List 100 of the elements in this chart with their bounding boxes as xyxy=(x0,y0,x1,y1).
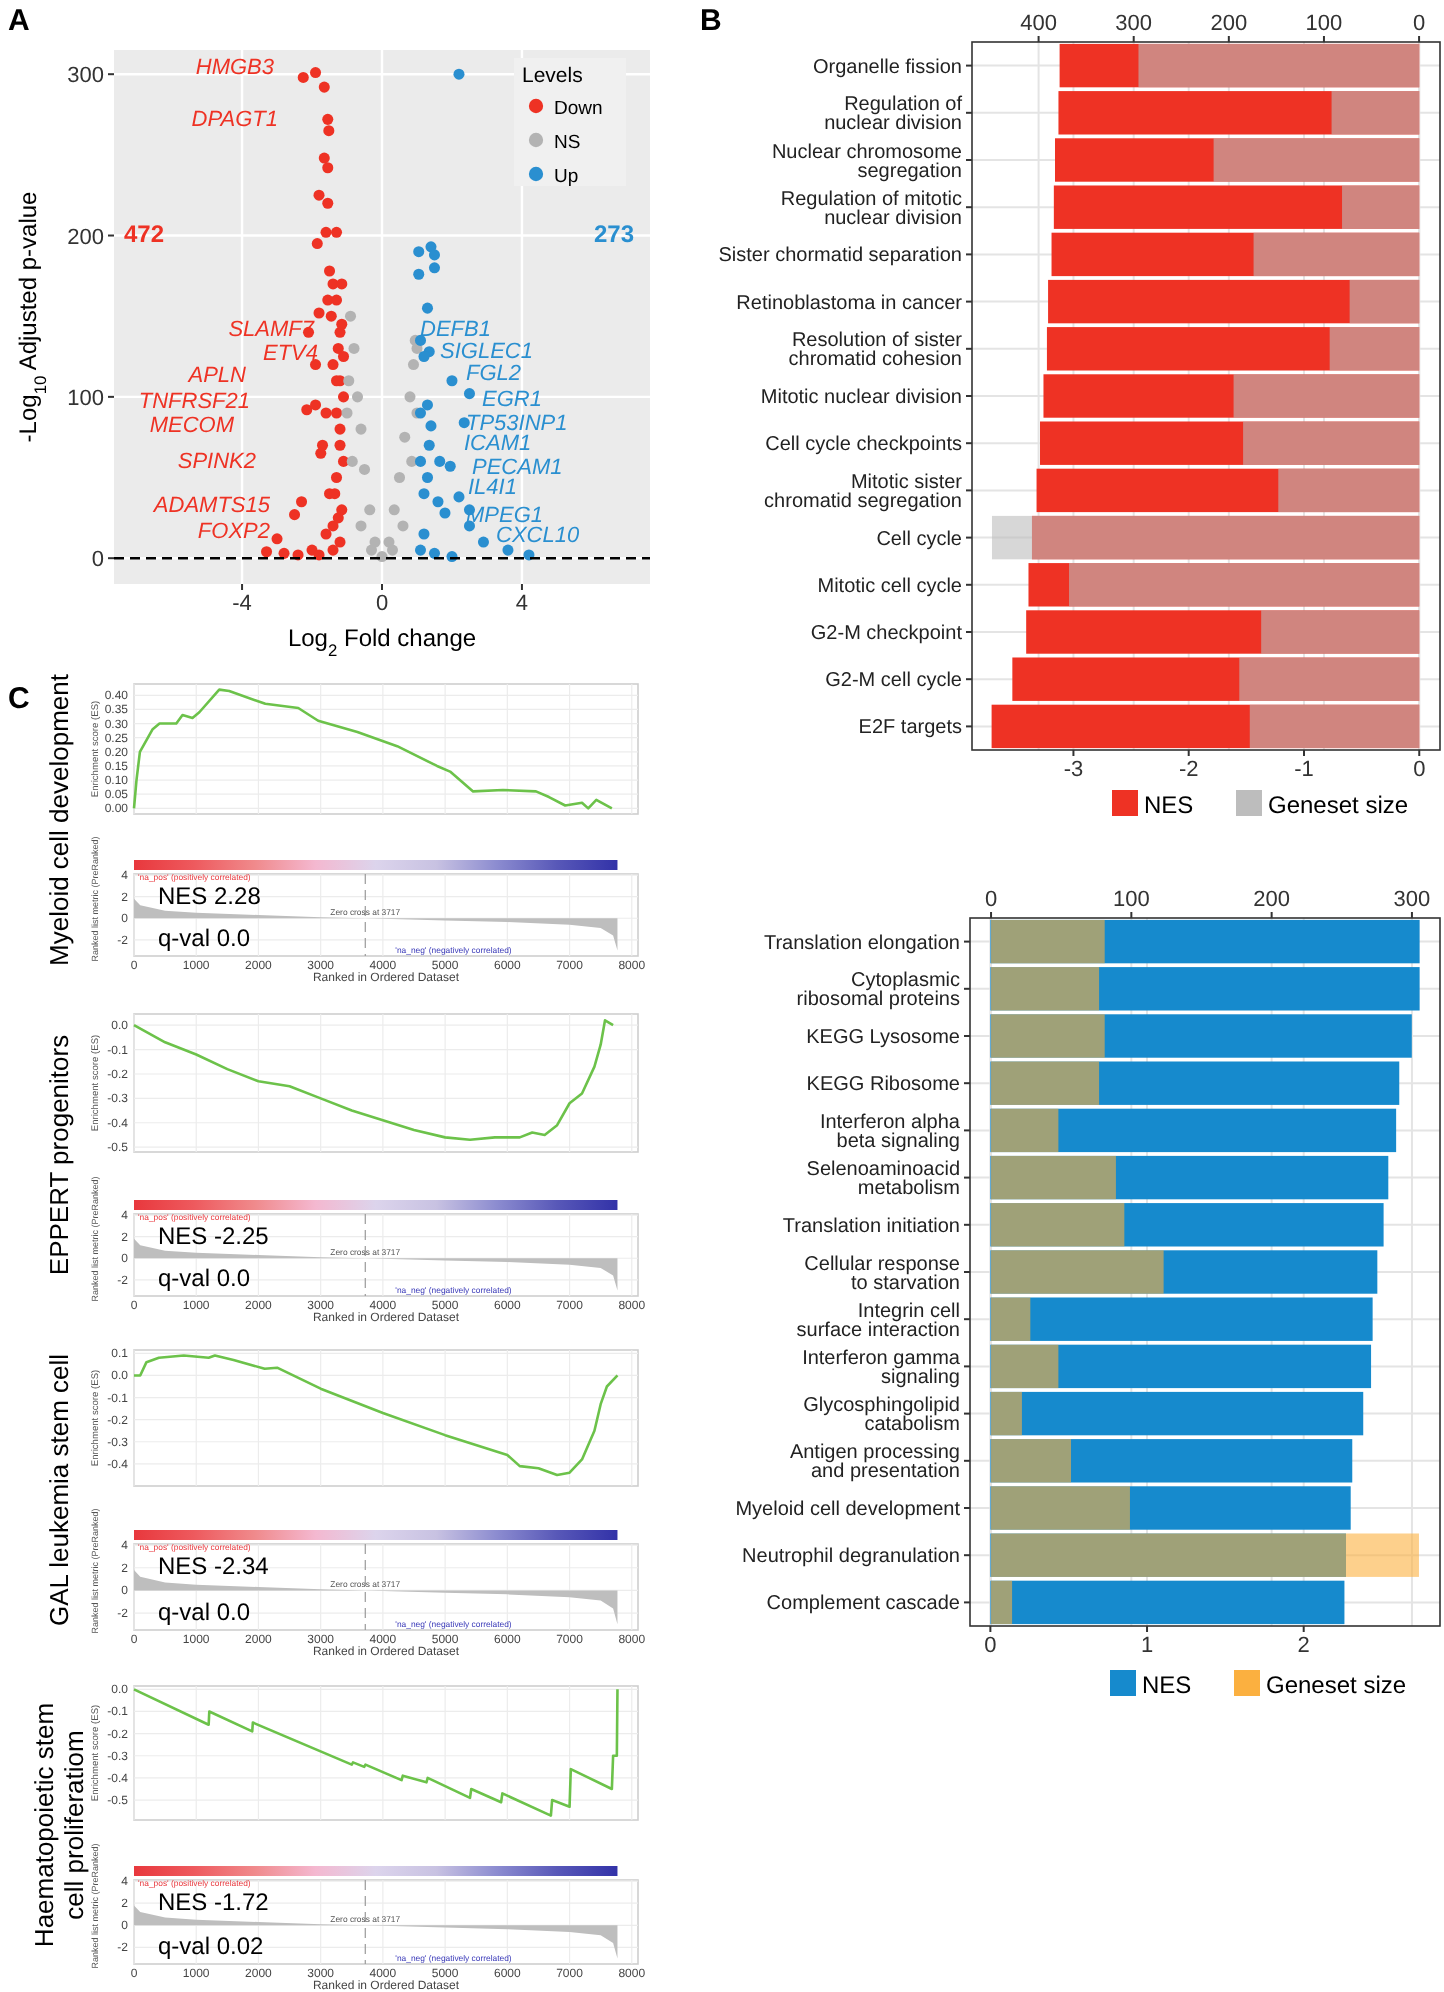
point xyxy=(463,388,475,400)
legend-label: NES xyxy=(1142,1671,1192,1699)
y-tick-label: Interferon gamma signaling xyxy=(802,1347,961,1389)
legend-label: Geneset size xyxy=(1268,791,1409,819)
point xyxy=(323,265,336,277)
y-tick-label: Regulation of nuclear division xyxy=(824,94,963,136)
point xyxy=(301,404,313,416)
point xyxy=(325,310,337,322)
point xyxy=(343,375,355,387)
point xyxy=(261,546,273,558)
point xyxy=(334,439,346,451)
y-tick-label: G2-M cell cycle xyxy=(825,670,963,693)
point xyxy=(313,307,325,319)
point xyxy=(322,197,334,209)
annotation: HMGB3 xyxy=(195,56,276,80)
point xyxy=(425,420,437,432)
annotation: ICAM1 xyxy=(464,432,532,456)
point xyxy=(271,533,283,545)
y-tick-label: Myeloid cell development xyxy=(735,1499,961,1521)
y-tick-label: Glycosphingolipid catabolism xyxy=(803,1395,960,1437)
y-tick-label: Mitotic sister chromatid segregation xyxy=(764,471,964,513)
point xyxy=(453,68,465,80)
annotation: q-val 0.0 xyxy=(158,1264,251,1292)
x-tick-label: 4 xyxy=(515,592,529,616)
annotation: NES 2.28 xyxy=(158,882,262,910)
point xyxy=(318,81,330,93)
text: B xyxy=(700,4,722,38)
point xyxy=(336,318,348,330)
annotation: NES -2.34 xyxy=(158,1552,270,1580)
annotation: 273 xyxy=(593,220,635,248)
line-series xyxy=(132,1019,615,1142)
y-tick-label: E2F targets xyxy=(858,717,962,740)
point xyxy=(310,359,322,371)
annotation: q-val 0.02 xyxy=(158,1932,265,1960)
point xyxy=(327,359,339,371)
point xyxy=(296,496,308,508)
point xyxy=(323,125,335,137)
line-series xyxy=(132,1354,619,1477)
annotation: EGR1 xyxy=(482,388,542,412)
point xyxy=(393,472,406,484)
y-tick-label: G2-M checkpoint xyxy=(810,623,963,645)
y-tick-label: Mitotic cell cycle xyxy=(817,575,963,598)
annotation: 472 xyxy=(123,220,165,248)
point xyxy=(330,472,343,484)
text: GAL leukemia stem cell xyxy=(44,1353,74,1627)
y-tick-label: Cell cycle checkpoints xyxy=(765,434,962,457)
point xyxy=(421,472,434,484)
annotation: NES -1.72 xyxy=(158,1888,270,1916)
x-tick-label: -4 xyxy=(232,592,252,616)
x2-tick-label: 200 xyxy=(1253,888,1290,912)
point xyxy=(444,460,456,472)
annotation: TNFRSF21 xyxy=(138,390,250,414)
point xyxy=(320,226,332,238)
text: C xyxy=(8,682,30,716)
point xyxy=(414,334,427,346)
y-tick-label: Organelle fission xyxy=(813,56,962,79)
point xyxy=(407,359,420,371)
y-tick-label: 300 xyxy=(67,64,104,89)
x2-tick-label: 0 xyxy=(1412,12,1426,36)
annotation: APLN xyxy=(186,364,247,388)
point xyxy=(311,238,323,250)
point xyxy=(418,488,430,500)
point xyxy=(320,407,332,419)
x-tick-label: -2 xyxy=(1178,758,1199,782)
y-tick-label: 100 xyxy=(67,386,104,411)
point xyxy=(327,544,339,556)
y-tick-label: Interferon alpha beta signaling xyxy=(819,1111,961,1153)
point xyxy=(388,504,400,516)
annotation: ETV4 xyxy=(262,342,318,366)
point xyxy=(428,249,441,261)
annotation: DPAGT1 xyxy=(191,108,278,132)
annotation: FOXP2 xyxy=(197,520,270,544)
annotation: q-val 0.0 xyxy=(158,1598,251,1626)
legend-label: Up xyxy=(554,166,579,188)
line-series xyxy=(132,688,614,810)
legend-label: NS xyxy=(554,132,581,154)
point xyxy=(355,423,367,435)
text: Haematopoietic stem cell proliferatiom xyxy=(29,1702,89,1948)
point xyxy=(365,544,378,556)
y-tick-label: KEGG Lysosome xyxy=(806,1027,961,1049)
annotation: PECAM1 xyxy=(472,456,563,480)
point xyxy=(502,544,514,556)
point xyxy=(337,391,350,403)
annotation: CXCL10 xyxy=(496,524,581,548)
x-tick-label: 0 xyxy=(984,1634,997,1658)
point xyxy=(337,351,350,363)
legend-label: Geneset size xyxy=(1266,1671,1407,1699)
point xyxy=(358,463,371,475)
point xyxy=(446,375,458,387)
point xyxy=(313,189,325,201)
y-tick-label: Retinoblastoma in cancer xyxy=(736,292,964,315)
y-tick-label: Regulation of mitotic nuclear division xyxy=(780,188,962,230)
x2-tick-label: 400 xyxy=(1020,12,1057,36)
point xyxy=(477,536,489,548)
point xyxy=(355,520,367,532)
y-tick-label: Resolution of sister chromatid cohesion xyxy=(788,330,964,372)
x-tick-label: -1 xyxy=(1294,758,1314,782)
x-tick-label: 1 xyxy=(1140,1634,1154,1658)
y-tick-label: Neutrophil degranulation xyxy=(742,1546,960,1569)
y-tick-label: Cytoplasmic ribosomal proteins xyxy=(796,970,960,1012)
